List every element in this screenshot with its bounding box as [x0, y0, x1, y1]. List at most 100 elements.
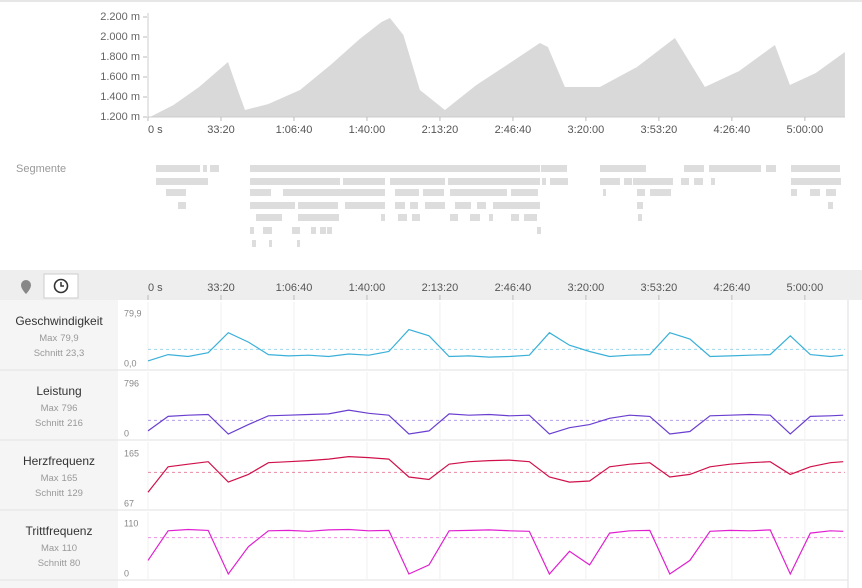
segment-bar — [600, 178, 620, 185]
segment-bar — [542, 178, 546, 185]
segment-bar — [298, 202, 338, 209]
y-tick-label: 0 — [124, 428, 129, 438]
segment-bar — [450, 214, 458, 221]
segment-bar — [297, 240, 300, 247]
metric-max: Max 796 — [41, 403, 78, 414]
metric-line — [147, 455, 844, 493]
avg-value: 23,3 — [66, 348, 85, 359]
y-tick-label: 0,0 — [124, 358, 137, 368]
segment-bar — [390, 178, 445, 185]
segment-bar — [250, 202, 295, 209]
y-tick-label: 796 — [124, 378, 139, 388]
clock-hands[interactable] — [60, 282, 64, 287]
y-tick-label: 79,9 — [124, 308, 142, 318]
max-value: 110 — [62, 543, 77, 554]
y-tick-label: 67 — [124, 498, 134, 508]
max-value: 79,9 — [60, 333, 79, 344]
metric-avg: Schnitt 80 — [38, 558, 81, 569]
segment-bar — [343, 178, 385, 185]
segment-bar — [398, 214, 407, 221]
metric-avg: Schnitt 129 — [35, 488, 83, 499]
segment-bar — [166, 189, 186, 196]
pin-icon[interactable] — [21, 280, 31, 294]
segment-bar — [252, 240, 256, 247]
avg-value: 80 — [70, 558, 81, 569]
segment-bar — [826, 189, 836, 196]
segment-bar — [395, 189, 419, 196]
x-tick-label: 33:20 — [207, 124, 235, 136]
x-tick-label: 4:26:40 — [714, 282, 751, 294]
segment-bar — [327, 227, 332, 234]
max-value: 796 — [62, 403, 78, 414]
segment-bar — [537, 227, 541, 234]
x-tick-label: 3:53:20 — [641, 124, 678, 136]
toolbar — [0, 270, 862, 300]
segment-bar — [345, 202, 385, 209]
segment-bar — [638, 214, 642, 221]
segment-bar — [292, 227, 300, 234]
max-label: Max — [39, 333, 57, 344]
segment-bar — [250, 227, 254, 234]
x-tick-label: 3:20:00 — [568, 282, 605, 294]
segment-bar — [256, 214, 282, 221]
segment-bar — [448, 178, 540, 185]
segment-bar — [412, 214, 420, 221]
segment-bar — [423, 189, 444, 196]
avg-label: Schnitt — [38, 558, 67, 569]
x-tick-label: 5:00:00 — [787, 282, 824, 294]
segment-bar — [600, 165, 646, 172]
max-label: Max — [41, 543, 59, 554]
x-tick-label: 1:06:40 — [276, 282, 313, 294]
metric-line — [147, 409, 844, 435]
x-tick-label: 1:06:40 — [276, 124, 313, 136]
segment-bar — [637, 202, 643, 209]
max-label: Max — [41, 473, 59, 484]
x-tick-label: 2:46:40 — [495, 124, 532, 136]
segment-bar — [511, 214, 519, 221]
metric-sidebar — [0, 300, 118, 588]
metric-line — [147, 528, 844, 576]
segment-bar — [711, 178, 715, 185]
time-button[interactable] — [43, 273, 79, 299]
segment-bar — [298, 214, 339, 221]
segment-bar — [684, 165, 704, 172]
metric-max: Max 79,9 — [39, 333, 78, 344]
top-border — [0, 0, 862, 2]
segment-bar — [269, 240, 272, 247]
segment-bar — [766, 165, 776, 172]
y-tick-label: 1.400 m — [100, 91, 140, 103]
max-value: 165 — [62, 473, 78, 484]
segment-bar — [493, 202, 540, 209]
clock-icon[interactable] — [53, 278, 69, 294]
segment-bar — [320, 227, 326, 234]
metric-max: Max 110 — [41, 543, 77, 554]
segment-bar — [681, 178, 689, 185]
avg-label: Schnitt — [34, 348, 63, 359]
segment-bar — [311, 227, 316, 234]
x-tick-label: 2:13:20 — [422, 124, 459, 136]
map-button[interactable] — [10, 274, 42, 298]
segment-bar — [381, 214, 385, 221]
metric-name: Trittfrequenz — [26, 524, 93, 538]
segment-bar — [524, 214, 537, 221]
segment-bar — [550, 178, 568, 185]
metric-max: Max 165 — [41, 473, 78, 484]
segment-bar — [791, 189, 797, 196]
segment-bar — [791, 165, 840, 172]
avg-value: 216 — [67, 418, 83, 429]
segment-bar — [156, 178, 208, 185]
segment-bar — [283, 189, 385, 196]
segment-bar — [203, 165, 207, 172]
y-tick-label: 1.800 m — [100, 51, 140, 63]
x-tick-label: 1:40:00 — [349, 124, 386, 136]
x-tick-label: 1:40:00 — [349, 282, 386, 294]
segment-bar — [541, 165, 567, 172]
segment-bar — [637, 189, 645, 196]
segment-bar — [828, 202, 833, 209]
segment-bar — [263, 227, 272, 234]
segment-bar — [250, 165, 540, 172]
metric-line — [147, 328, 844, 362]
segment-bar — [455, 202, 471, 209]
segment-bar — [210, 165, 219, 172]
segment-bar — [624, 178, 632, 185]
